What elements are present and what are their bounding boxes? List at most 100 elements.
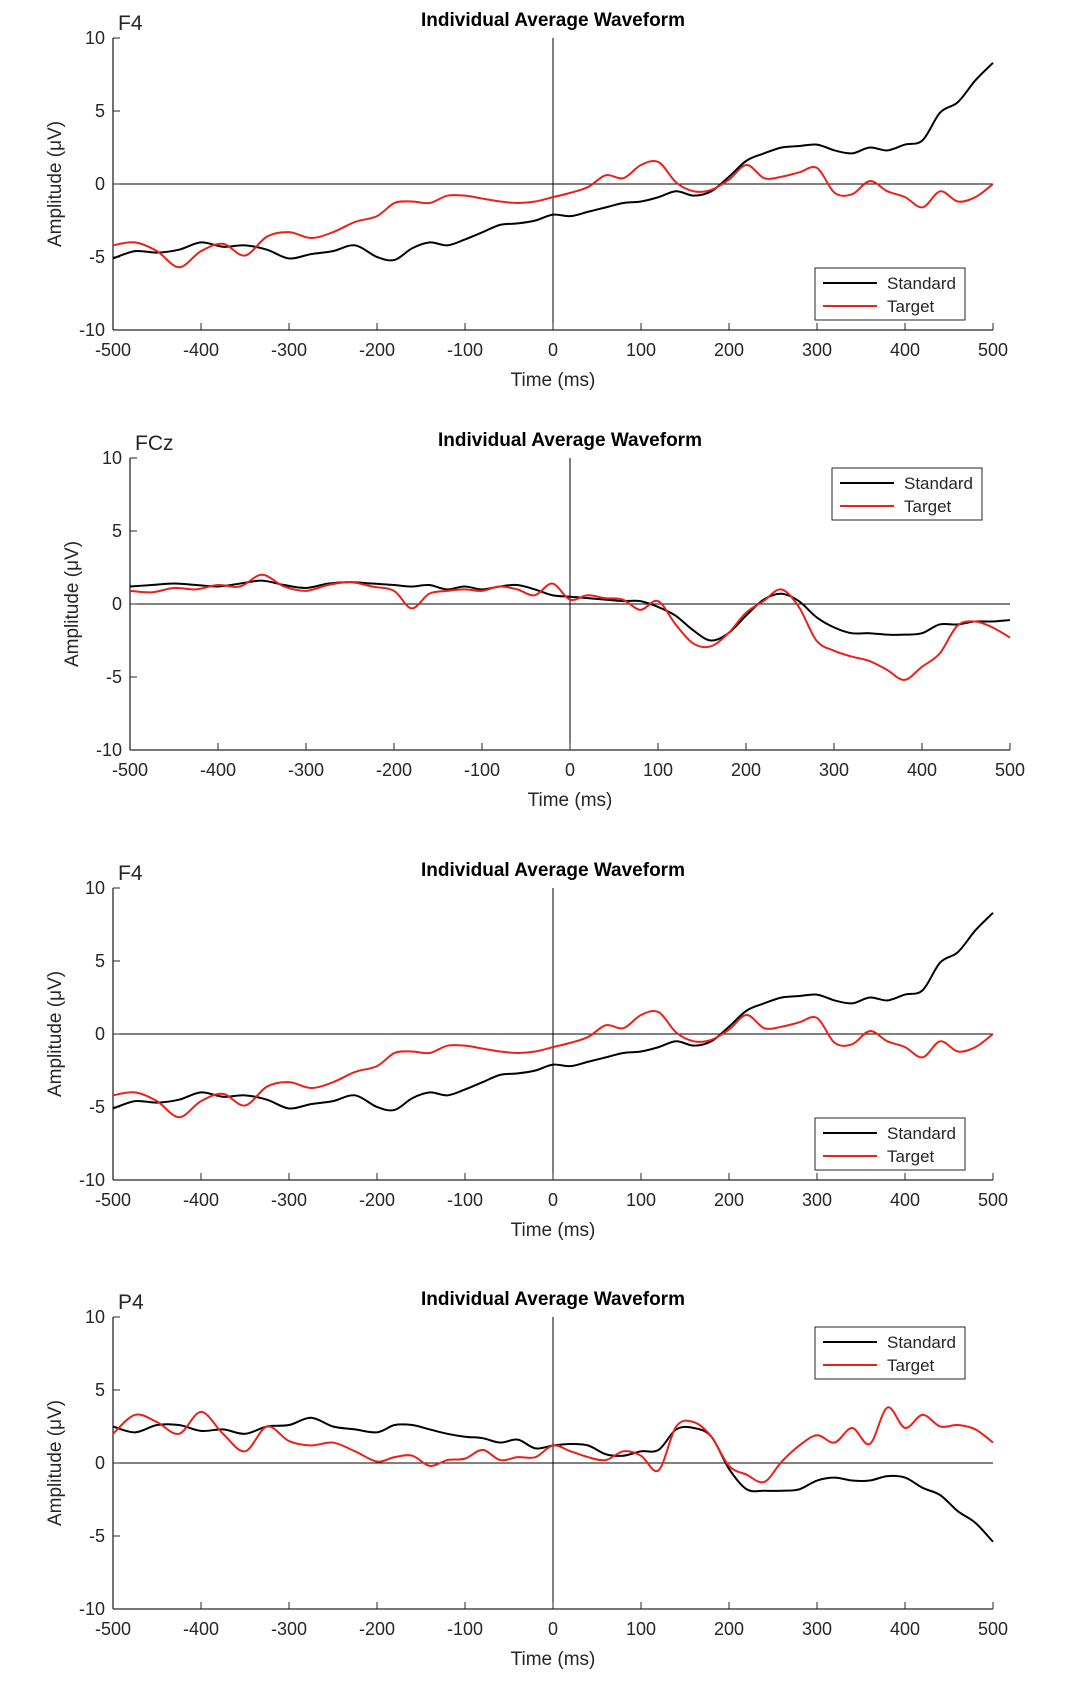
legend: Standard Target xyxy=(814,1117,966,1171)
x-axis-label: Time (ms) xyxy=(511,1220,596,1241)
x-tick-label: 400 xyxy=(890,1190,920,1210)
x-tick-label: 400 xyxy=(890,1619,920,1639)
x-tick-label: 400 xyxy=(890,340,920,360)
y-tick-label: -10 xyxy=(96,740,122,760)
x-tick-label: 500 xyxy=(978,340,1008,360)
x-tick-label: 400 xyxy=(907,760,937,780)
y-tick-label: 5 xyxy=(95,951,105,971)
x-tick-label: -400 xyxy=(183,340,219,360)
y-axis-label: Amplitude (μV) xyxy=(45,971,66,1097)
legend-box xyxy=(814,267,966,321)
x-tick-label: -400 xyxy=(200,760,236,780)
x-tick-label: 100 xyxy=(626,340,656,360)
y-tick-label: -5 xyxy=(89,247,105,267)
x-axis-label: Time (ms) xyxy=(528,790,613,811)
series-line-target xyxy=(129,573,1011,681)
y-tick-label: 5 xyxy=(112,521,122,541)
x-tick-label: 200 xyxy=(714,1190,744,1210)
x-tick-label: -300 xyxy=(271,1619,307,1639)
x-tick-label: -100 xyxy=(447,1190,483,1210)
x-tick-label: -500 xyxy=(95,1619,131,1639)
legend-label-standard: Standard xyxy=(887,274,956,293)
channel-label: P4 xyxy=(118,1291,144,1314)
series-line-standard xyxy=(112,912,994,1112)
x-tick-label: -200 xyxy=(359,340,395,360)
chart-title: Individual Average Waveform xyxy=(421,10,685,31)
y-axis-label: Amplitude (μV) xyxy=(62,541,83,667)
x-tick-label: 0 xyxy=(548,340,558,360)
x-tick-label: -400 xyxy=(183,1190,219,1210)
chart-title: Individual Average Waveform xyxy=(421,860,685,881)
x-tick-label: -400 xyxy=(183,1619,219,1639)
series-line-target xyxy=(112,1406,994,1484)
x-tick-label: -100 xyxy=(447,340,483,360)
x-axis-label: Time (ms) xyxy=(511,370,596,391)
legend-label-standard: Standard xyxy=(887,1333,956,1352)
y-tick-label: 10 xyxy=(85,28,105,48)
channel-label: FCz xyxy=(135,432,174,455)
x-tick-label: -200 xyxy=(376,760,412,780)
x-tick-label: 500 xyxy=(995,760,1025,780)
y-tick-label: 0 xyxy=(95,1024,105,1044)
y-tick-label: -5 xyxy=(106,667,122,687)
y-tick-label: -5 xyxy=(89,1097,105,1117)
x-tick-label: -100 xyxy=(447,1619,483,1639)
x-tick-label: 100 xyxy=(626,1619,656,1639)
waveform-panel-4: Individual Average Waveform P4 -500 -400 -30… xyxy=(45,1289,1008,1670)
x-tick-label: -500 xyxy=(95,340,131,360)
legend-label-target: Target xyxy=(904,497,952,516)
y-tick-label: 5 xyxy=(95,101,105,121)
x-tick-label: -500 xyxy=(112,760,148,780)
legend-label-target: Target xyxy=(887,1356,935,1375)
legend-label-standard: Standard xyxy=(904,474,973,493)
legend-label-standard: Standard xyxy=(887,1124,956,1143)
y-tick-label: -5 xyxy=(89,1526,105,1546)
y-tick-label: 10 xyxy=(85,1307,105,1327)
x-tick-label: 100 xyxy=(626,1190,656,1210)
x-tick-label: 500 xyxy=(978,1619,1008,1639)
y-axis-label: Amplitude (μV) xyxy=(45,121,66,247)
y-tick-label: 10 xyxy=(85,878,105,898)
y-tick-label: -10 xyxy=(79,1599,105,1619)
x-tick-label: -100 xyxy=(464,760,500,780)
x-tick-label: -200 xyxy=(359,1190,395,1210)
x-tick-label: 0 xyxy=(548,1619,558,1639)
x-tick-label: 0 xyxy=(548,1190,558,1210)
legend-box xyxy=(814,1326,966,1380)
y-axis-label: Amplitude (μV) xyxy=(45,1400,66,1526)
series-line-standard xyxy=(112,1416,994,1543)
x-axis-label: Time (ms) xyxy=(511,1649,596,1670)
series-line-standard xyxy=(129,579,1011,642)
y-tick-label: 5 xyxy=(95,1380,105,1400)
chart-title: Individual Average Waveform xyxy=(438,430,702,451)
x-tick-label: -300 xyxy=(271,340,307,360)
x-tick-label: 200 xyxy=(714,1619,744,1639)
x-tick-label: -500 xyxy=(95,1190,131,1210)
y-tick-label: 0 xyxy=(95,174,105,194)
x-tick-label: 300 xyxy=(802,1190,832,1210)
y-tick-label: -10 xyxy=(79,320,105,340)
legend: Standard Target xyxy=(814,267,966,321)
series-line-target xyxy=(112,159,994,269)
x-tick-label: 0 xyxy=(565,760,575,780)
x-tick-label: 300 xyxy=(802,340,832,360)
x-tick-label: 200 xyxy=(731,760,761,780)
channel-label: F4 xyxy=(118,12,143,35)
x-tick-label: -200 xyxy=(359,1619,395,1639)
legend-label-target: Target xyxy=(887,1147,935,1166)
y-tick-label: 10 xyxy=(102,448,122,468)
x-tick-label: -300 xyxy=(271,1190,307,1210)
channel-label: F4 xyxy=(118,862,143,885)
chart-title: Individual Average Waveform xyxy=(421,1289,685,1310)
x-tick-label: 100 xyxy=(643,760,673,780)
series-line-target xyxy=(112,1009,994,1119)
x-tick-label: 300 xyxy=(819,760,849,780)
y-tick-label: 0 xyxy=(112,594,122,614)
y-tick-label: -10 xyxy=(79,1170,105,1190)
x-tick-label: -300 xyxy=(288,760,324,780)
series-line-standard xyxy=(112,62,994,262)
legend-label-target: Target xyxy=(887,297,935,316)
